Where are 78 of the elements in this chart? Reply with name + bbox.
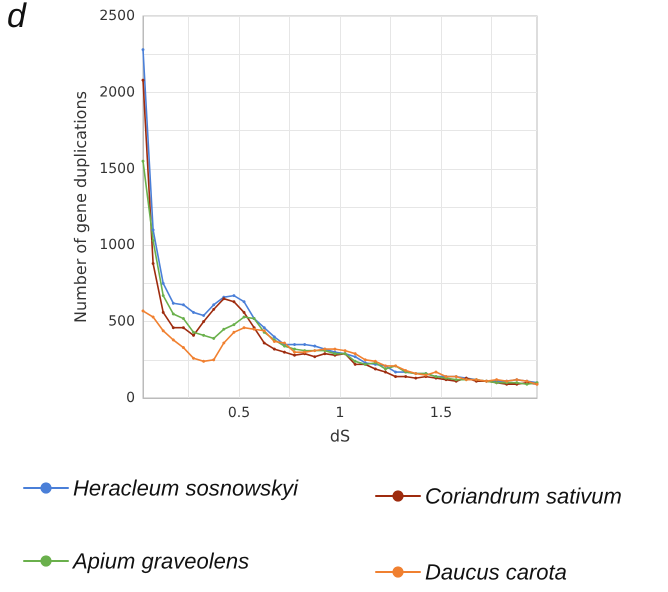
point: [192, 334, 196, 337]
point: [242, 300, 246, 304]
point: [202, 360, 206, 363]
point: [212, 336, 216, 340]
point: [182, 326, 185, 330]
point: [374, 367, 377, 370]
x-axis-title: dS: [330, 426, 350, 446]
point: [333, 348, 336, 351]
point: [172, 302, 175, 305]
point: [192, 310, 196, 314]
point: [313, 355, 316, 358]
y-tick-label: 1500: [99, 160, 135, 177]
point: [192, 356, 196, 360]
point: [272, 348, 276, 351]
legend-label: Coriandrum sativum: [425, 484, 622, 508]
point: [212, 308, 216, 311]
point: [394, 375, 398, 378]
point: [162, 294, 165, 298]
point: [172, 338, 175, 342]
point: [293, 350, 296, 354]
point: [232, 300, 236, 304]
point: [162, 310, 165, 314]
point: [242, 310, 246, 314]
point: [272, 335, 276, 338]
y-tick-label: 1000: [99, 237, 135, 254]
legend-label: Daucus carota: [425, 560, 567, 584]
point: [152, 239, 155, 242]
point: [202, 320, 206, 324]
point: [222, 328, 226, 331]
point: [262, 326, 266, 330]
point: [404, 375, 408, 378]
point: [293, 348, 296, 351]
point: [142, 160, 144, 163]
point: [293, 354, 296, 357]
point: [172, 312, 175, 316]
point: [222, 341, 226, 344]
point: [354, 352, 357, 356]
x-tick-label: 0.5: [228, 405, 250, 421]
point: [192, 330, 196, 334]
point: [172, 326, 175, 330]
y-tick-label: 2500: [99, 8, 135, 24]
point: [354, 362, 357, 366]
point: [282, 350, 286, 354]
point: [162, 329, 165, 332]
x-tick-label: 1.5: [430, 405, 452, 421]
point: [242, 326, 246, 330]
point: [262, 341, 266, 344]
point: [232, 323, 236, 326]
point: [182, 317, 185, 320]
point: [182, 346, 185, 350]
y-tick-label: 500: [108, 314, 135, 330]
point: [354, 360, 357, 363]
point: [212, 358, 216, 362]
point: [212, 303, 216, 306]
point: [202, 334, 206, 337]
point: [344, 349, 347, 352]
point: [152, 316, 155, 319]
chart-title: d: [7, 0, 27, 35]
legend-label: Heracleum sosnowskyi: [73, 476, 300, 500]
point: [182, 303, 185, 306]
y-tick-label: 0: [126, 390, 135, 406]
point: [232, 330, 236, 334]
point: [414, 376, 418, 380]
line-series: [142, 309, 538, 386]
point: [162, 282, 165, 285]
point: [364, 358, 367, 362]
point: [152, 262, 155, 266]
point: [232, 294, 236, 298]
point: [323, 352, 326, 356]
point: [142, 78, 144, 82]
point: [202, 314, 206, 317]
point: [152, 228, 155, 232]
point: [142, 309, 144, 312]
y-axis-title: Number of gene duplications: [70, 91, 90, 323]
point: [313, 344, 316, 348]
y-tick-label: 2000: [99, 84, 135, 100]
legend-label: Apium graveolens: [71, 548, 250, 574]
x-tick-label: 1: [336, 405, 344, 421]
